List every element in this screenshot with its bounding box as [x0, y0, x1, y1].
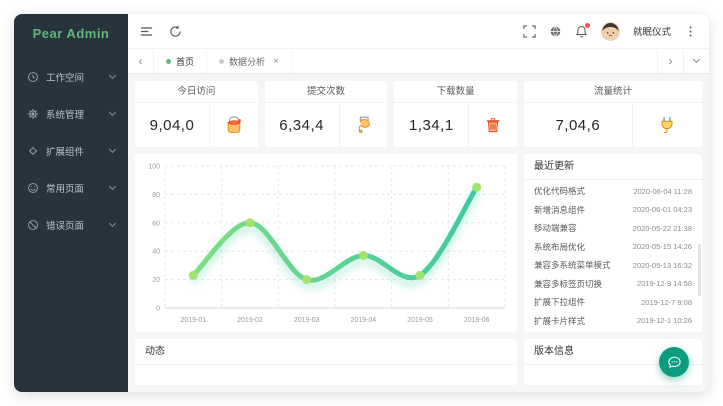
tabbar-spacer — [292, 49, 657, 73]
panel-title: 最近更新 — [524, 154, 702, 180]
sidebar-item-system-management[interactable]: 系统管理 — [14, 95, 128, 132]
sidebar-item-extensions[interactable]: 扩展组件 — [14, 132, 128, 169]
chevron-down-icon — [108, 219, 117, 227]
dynamics-panel: 动态 — [135, 339, 517, 385]
svg-text:2019-06: 2019-06 — [464, 317, 490, 324]
avatar[interactable] — [600, 21, 620, 41]
stat-title: 提交次数 — [264, 81, 388, 103]
svg-text:0: 0 — [156, 306, 160, 313]
sidebar-item-label: 错误页面 — [46, 220, 85, 232]
stat-title: 下载数量 — [394, 81, 518, 103]
sidebar-item-common-pages[interactable]: 常用页面 — [14, 169, 128, 206]
list-item[interactable]: 兼容多系统菜单模式 2020-05-13 16:32 — [534, 260, 692, 271]
sidebar-item-label: 系统管理 — [46, 109, 85, 121]
stats-row: 今日访问 9,04,0 提交次数 6,34,4 — [135, 81, 703, 147]
svg-text:40: 40 — [152, 249, 160, 256]
tab-label: 数据分析 — [229, 56, 266, 67]
tabs-dropdown-button[interactable] — [683, 49, 709, 73]
sidebar-item-label: 常用页面 — [46, 183, 85, 195]
updates-list: 优化代码格式 2020-06-04 11:28 新增消息组件 2020-06-01 … — [524, 180, 702, 332]
tabs-prev-button[interactable]: ‹ — [128, 49, 154, 73]
list-item[interactable]: 系统布局优化 2020-05-15 14:26 — [534, 241, 692, 252]
list-item[interactable]: 新增消息组件 2020-06-01 04:23 — [534, 204, 692, 215]
component-icon — [27, 145, 39, 157]
close-icon[interactable]: × — [273, 55, 279, 67]
chevron-down-icon — [108, 108, 117, 116]
stat-card-download-count: 下载数量 1,34,1 — [394, 81, 518, 147]
stat-card-today-visits: 今日访问 9,04,0 — [135, 81, 258, 147]
chevron-down-icon — [692, 55, 701, 64]
list-item[interactable]: 兼容多标签页切换 2019-12-9 14:58 — [534, 278, 692, 289]
notifications-bell-icon[interactable] — [575, 22, 590, 38]
stat-title: 今日访问 — [135, 81, 258, 103]
svg-text:2019-04: 2019-04 — [350, 317, 376, 324]
svg-text:100: 100 — [148, 164, 160, 171]
tab-home[interactable]: 首页 — [154, 49, 208, 73]
fullscreen-icon[interactable] — [523, 24, 536, 38]
list-item[interactable]: 扩展下拉组件 2019-12-7 9:08 — [534, 297, 692, 308]
panel-title: 版本信息 — [524, 339, 702, 365]
trash-can-icon — [468, 103, 517, 147]
chat-fab-button[interactable] — [659, 347, 689, 377]
stat-title: 流量统计 — [524, 81, 703, 103]
list-item[interactable]: 扩展卡片样式 2019-12-1 10:26 — [534, 315, 692, 326]
more-menu-icon[interactable] — [684, 25, 697, 38]
tab-data-analysis[interactable]: 数据分析 × — [207, 49, 292, 73]
panel-title: 动态 — [135, 339, 517, 365]
svg-text:2019-01: 2019-01 — [180, 317, 206, 324]
power-plug-icon — [631, 103, 702, 147]
chevron-down-icon — [108, 71, 117, 79]
stat-card-submit-count: 提交次数 6,34,4 — [264, 81, 388, 147]
svg-text:80: 80 — [152, 192, 160, 199]
tab-dot — [219, 58, 225, 64]
recent-updates-panel: 最近更新 优化代码格式 2020-06-04 11:28 新增消息组件 2020-0… — [524, 154, 702, 332]
svg-text:20: 20 — [152, 277, 160, 284]
tab-active-dot — [166, 58, 171, 64]
theme-icon[interactable] — [549, 25, 562, 38]
dashboard-content: 今日访问 9,04,0 提交次数 6,34,4 — [128, 74, 709, 392]
tabs-next-button[interactable]: › — [657, 49, 683, 73]
sidebar-item-error-pages[interactable]: 错误页面 — [14, 206, 128, 243]
stat-value: 6,34,4 — [279, 116, 324, 134]
stat-value: 1,34,1 — [408, 116, 454, 134]
list-item[interactable]: 移动端兼容 2020-05-22 21:38 — [534, 223, 692, 234]
chart-canvas: 0 20 40 60 80 100 2019-01 2019-02 2019-03 2019-04… — [148, 164, 506, 324]
list-item[interactable]: 优化代码格式 2020-06-04 11:28 — [534, 186, 692, 197]
collapse-menu-icon[interactable] — [140, 25, 153, 38]
notification-badge — [584, 22, 590, 28]
svg-text:2019-05: 2019-05 — [407, 317, 433, 324]
clock-icon — [27, 71, 39, 83]
header: 就眠仪式 — [128, 14, 709, 48]
stat-card-traffic-stats: 流量统计 7,04,6 — [524, 81, 703, 147]
main-area: 就眠仪式 ‹ 首页 数据分析 × › — [128, 14, 709, 392]
sidebar-item-label: 扩展组件 — [46, 146, 85, 158]
sidebar-item-label: 工作空间 — [46, 72, 85, 84]
app-window: Pear Admin 工作空间 系统管理 扩展组件 — [14, 14, 709, 392]
svg-text:2019-03: 2019-03 — [294, 317, 320, 324]
gear-icon — [27, 108, 39, 120]
sidebar-menu: 工作空间 系统管理 扩展组件 常用页面 — [14, 58, 128, 243]
sidebar-item-workspace[interactable]: 工作空间 — [14, 58, 128, 95]
refresh-icon[interactable] — [169, 25, 182, 38]
app-logo: Pear Admin — [32, 26, 110, 41]
smile-icon — [27, 182, 39, 194]
stat-value: 7,04,6 — [555, 116, 601, 134]
tab-bar: ‹ 首页 数据分析 × › — [128, 48, 709, 74]
chevron-down-icon — [108, 145, 117, 153]
sidebar: Pear Admin 工作空间 系统管理 扩展组件 — [14, 14, 128, 392]
username[interactable]: 就眠仪式 — [632, 27, 671, 38]
chevron-down-icon — [108, 182, 117, 190]
visits-line-chart: 0 20 40 60 80 100 2019-01 2019-02 2019-03 2019-04… — [135, 154, 517, 332]
chat-bubble-icon — [667, 356, 681, 368]
scrollbar[interactable] — [698, 244, 701, 296]
paint-roller-icon — [338, 103, 388, 147]
stat-value: 9,04,0 — [149, 116, 195, 134]
tab-label: 首页 — [176, 56, 195, 67]
svg-text:2019-02: 2019-02 — [237, 317, 263, 324]
error-circle-icon — [27, 219, 39, 231]
svg-text:60: 60 — [152, 220, 160, 227]
paint-bucket-icon — [208, 103, 258, 147]
